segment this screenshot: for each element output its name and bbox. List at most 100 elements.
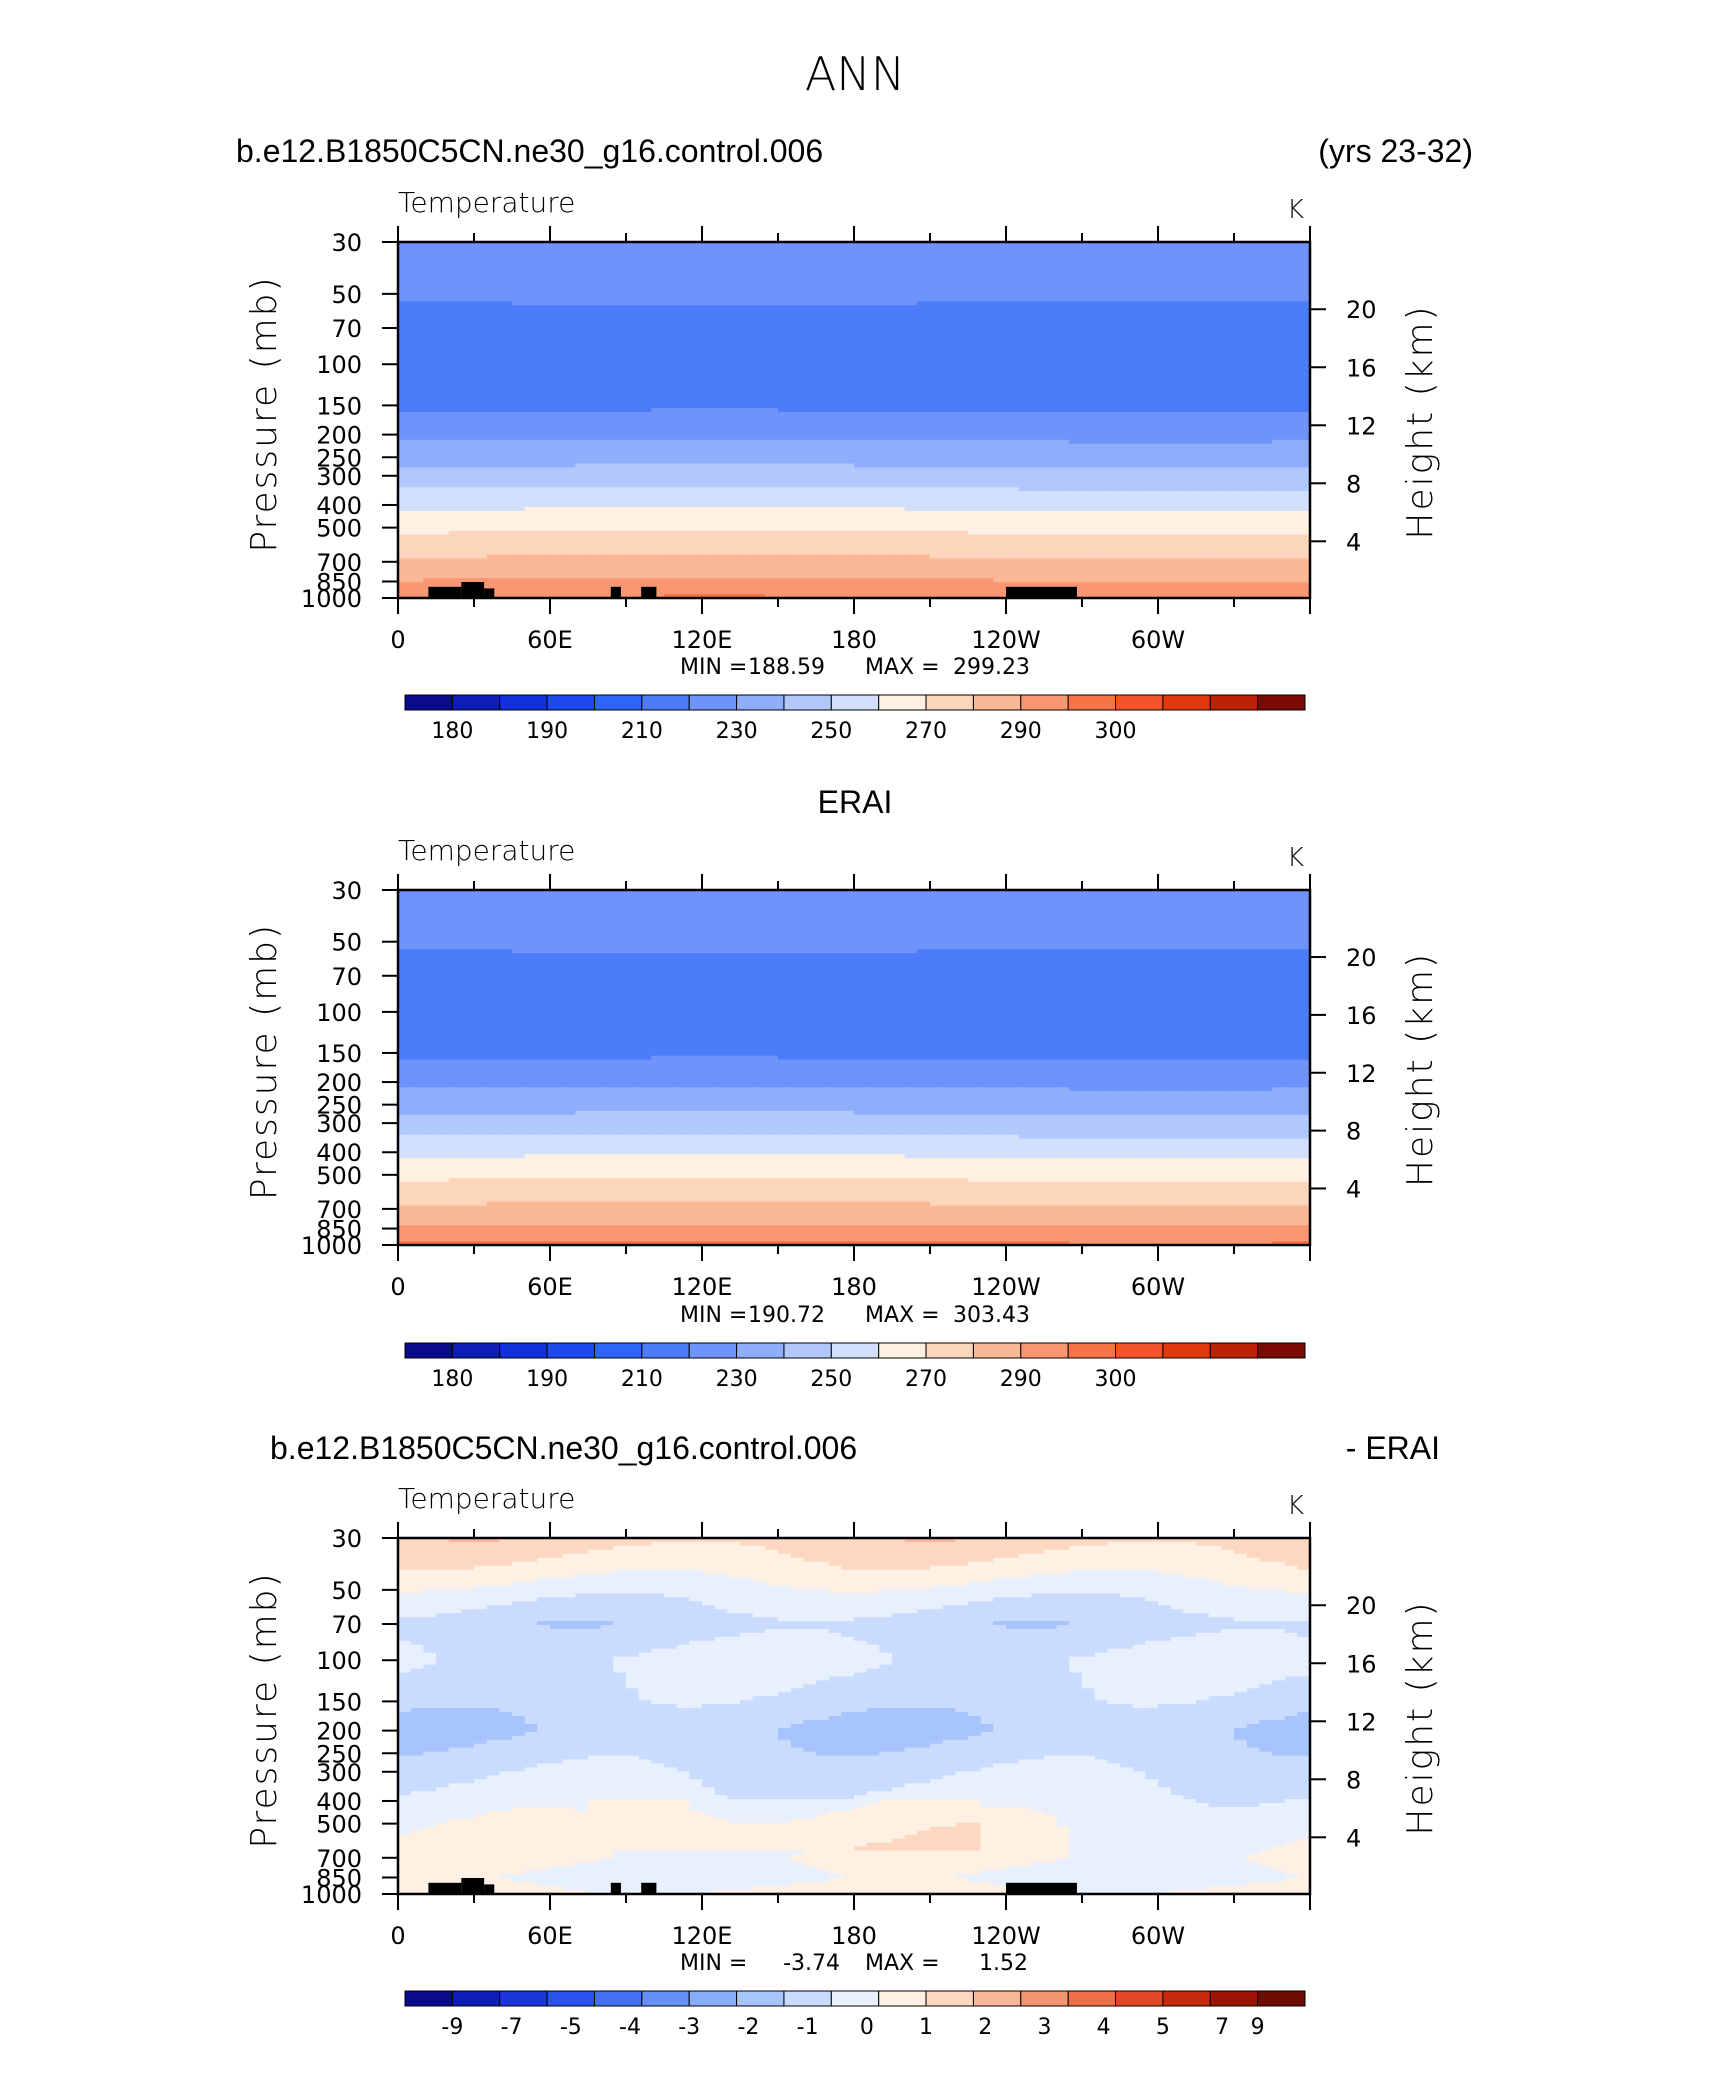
contour-cell: [1297, 372, 1311, 378]
contour-cell: [778, 356, 792, 362]
contour-cell: [1196, 431, 1210, 437]
contour-cell: [1069, 348, 1083, 354]
contour-cell: [955, 427, 969, 433]
contour-cell: [398, 297, 412, 302]
contour-cell: [993, 289, 1007, 295]
contour-cell: [803, 277, 817, 283]
contour-cell: [930, 384, 944, 389]
contour-cell: [499, 301, 513, 306]
contour-cell: [1132, 416, 1146, 421]
contour-cell: [841, 277, 855, 283]
contour-cell: [854, 257, 868, 263]
contour-cell: [1259, 396, 1273, 401]
contour-cell: [1056, 313, 1070, 318]
contour-cell: [1132, 257, 1146, 263]
contour-cell: [638, 340, 652, 346]
contour-cell: [778, 301, 792, 306]
contour-cell: [980, 479, 994, 484]
contour-cell: [1158, 479, 1172, 484]
contour-cell: [930, 499, 944, 504]
contour-cell: [550, 289, 564, 295]
contour-cell: [866, 412, 880, 417]
contour-cell: [1158, 269, 1172, 275]
contour-cell: [499, 467, 513, 473]
contour-cell: [1284, 510, 1298, 516]
contour-cell: [512, 297, 526, 302]
contour-cell: [638, 475, 652, 480]
contour-cell: [816, 435, 830, 441]
contour-cell: [1082, 447, 1096, 453]
contour-cell: [664, 443, 678, 449]
contour-cell: [892, 420, 906, 425]
contour-cell: [1259, 503, 1273, 508]
contour-cell: [1234, 451, 1248, 457]
contour-cell: [1094, 483, 1108, 488]
contour-cell: [942, 451, 956, 457]
contour-cell: [1183, 503, 1197, 508]
contour-cell: [1082, 261, 1096, 267]
contour-cell: [955, 242, 969, 247]
contour-cell: [930, 376, 944, 382]
contour-cell: [486, 257, 500, 263]
contour-cell: [499, 514, 513, 520]
contour-cell: [702, 313, 716, 318]
contour-cell: [550, 277, 564, 283]
contour-cell: [562, 265, 576, 271]
contour-cell: [1094, 242, 1108, 247]
contour-cell: [600, 269, 614, 275]
contour-cell: [1297, 499, 1311, 504]
contour-cell: [486, 514, 500, 520]
contour-cell: [790, 396, 804, 401]
contour-cell: [1069, 471, 1083, 476]
contour-cell: [410, 443, 424, 449]
contour-cell: [866, 420, 880, 425]
contour-cell: [1221, 372, 1235, 378]
contour-cell: [1018, 384, 1032, 389]
contour-cell: [1284, 289, 1298, 295]
contour-cell: [524, 249, 538, 255]
contour-cell: [575, 325, 589, 330]
contour-cell: [828, 321, 842, 326]
contour-cell: [803, 491, 817, 496]
contour-cell: [562, 257, 576, 263]
contour-cell: [524, 257, 538, 263]
contour-cell: [1272, 423, 1286, 429]
contour-cell: [461, 471, 475, 476]
contour-cell: [1221, 475, 1235, 480]
contour-cell: [1170, 368, 1184, 374]
contour-cell: [537, 491, 551, 496]
contour-cell: [1158, 499, 1172, 504]
contour-cell: [980, 325, 994, 330]
contour-cell: [676, 289, 690, 295]
contour-cell: [1246, 384, 1260, 389]
contour-cell: [740, 431, 754, 437]
contour-cell: [461, 344, 475, 350]
contour-cell: [955, 364, 969, 370]
contour-cell: [651, 261, 665, 267]
contour-cell: [1044, 443, 1058, 449]
contour-cell: [638, 242, 652, 247]
panel3-case-label: b.e12.B1850C5CN.ne30_g16.control.006: [270, 1430, 857, 1466]
contour-cell: [664, 344, 678, 350]
contour-cell: [955, 404, 969, 409]
contour-cell: [930, 451, 944, 457]
contour-cell: [486, 372, 500, 378]
contour-cell: [1183, 336, 1197, 342]
contour-cell: [1120, 309, 1134, 314]
contour-cell: [702, 463, 716, 469]
contour-cell: [537, 242, 551, 247]
contour-cell: [1006, 281, 1020, 287]
contour-cell: [816, 293, 830, 298]
contour-cell: [727, 380, 741, 385]
contour-cell: [1107, 507, 1121, 512]
contour-cell: [524, 423, 538, 429]
contour-cell: [1284, 309, 1298, 314]
contour-cell: [1208, 332, 1222, 338]
contour-cell: [917, 325, 931, 330]
contour-cell: [1018, 352, 1032, 358]
contour-cell: [740, 459, 754, 465]
contour-cell: [1120, 249, 1134, 255]
contour-cell: [778, 491, 792, 496]
contour-cell: [575, 360, 589, 366]
contour-cell: [524, 507, 538, 512]
